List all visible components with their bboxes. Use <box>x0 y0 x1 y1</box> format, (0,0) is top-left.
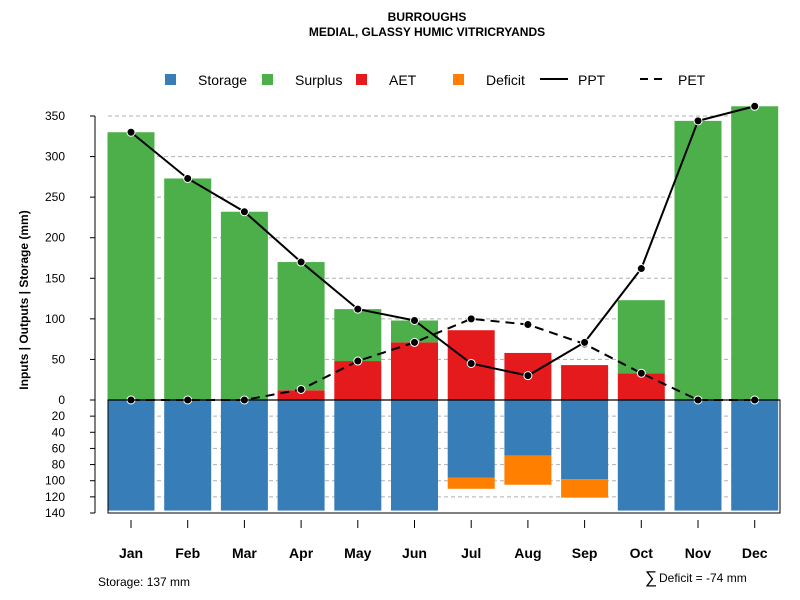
aet-bar <box>391 342 438 400</box>
surplus-bar <box>617 300 665 374</box>
legend-label-aet: AET <box>389 72 417 88</box>
x-tick-label: Mar <box>232 545 257 561</box>
storage-bar <box>107 400 155 511</box>
pet-point <box>466 314 476 324</box>
ppt-line <box>130 105 755 377</box>
surplus-bar <box>277 262 325 391</box>
ppt-point <box>523 371 533 381</box>
ppt-point <box>183 173 193 183</box>
storage-bar <box>164 400 212 511</box>
surplus-bar <box>164 178 212 400</box>
y-tick-label: 350 <box>45 109 65 123</box>
y-tick-label: 40 <box>52 425 66 439</box>
ppt-point <box>750 101 760 111</box>
ppt-point <box>126 127 136 137</box>
pet-point <box>636 368 646 378</box>
ppt-point <box>580 337 590 347</box>
x-tick-label: Apr <box>289 545 314 561</box>
x-tick-label: Sep <box>572 545 598 561</box>
y-tick-label: 150 <box>45 271 65 285</box>
y-tick-label: 300 <box>45 150 65 164</box>
storage-bar <box>391 400 438 511</box>
y-tick-label: 100 <box>45 312 65 326</box>
y-tick-label: 250 <box>45 190 65 204</box>
legend-label-deficit: Deficit <box>486 72 525 88</box>
storage-bar <box>617 400 665 511</box>
x-tick-label: May <box>344 545 371 561</box>
pet-point <box>353 356 363 366</box>
x-tick-label: Jun <box>402 545 427 561</box>
ppt-point <box>636 264 646 274</box>
pet-point <box>410 337 419 347</box>
surplus-bar <box>107 132 155 400</box>
surplus-bar <box>334 309 382 362</box>
storage-bar <box>674 400 722 511</box>
deficit-bar <box>504 455 552 485</box>
x-tick-label: Nov <box>685 545 712 561</box>
legend-swatch-aet <box>356 74 367 85</box>
surplus-bar <box>731 106 779 401</box>
ppt-point <box>353 304 363 314</box>
deficit-bar <box>447 477 495 489</box>
storage-bar <box>561 400 609 480</box>
aet-bar <box>561 365 609 400</box>
chart-subtitle: MEDIAL, GLASSY HUMIC VITRICRYANDS <box>309 25 545 39</box>
storage-frame <box>107 399 781 514</box>
chart-title: BURROUGHS <box>388 10 467 24</box>
x-tick-label: Jul <box>461 545 481 561</box>
legend-swatch-surplus <box>262 74 273 85</box>
y-tick-label: 50 <box>52 352 66 366</box>
aet-bar <box>334 361 382 400</box>
x-tick-label: Feb <box>175 545 200 561</box>
ppt-point <box>466 358 476 368</box>
y-axis-label: Inputs | Outputs | Storage (mm) <box>17 210 31 389</box>
storage-annotation: Storage: 137 mm <box>98 575 190 589</box>
y-tick-label: 20 <box>52 409 66 423</box>
pet-point <box>296 384 306 394</box>
ppt-point <box>410 315 419 325</box>
legend-label-storage: Storage <box>198 72 247 88</box>
x-tick-label: Jan <box>119 545 143 561</box>
pet-line <box>131 317 755 401</box>
deficit-bar <box>561 479 609 498</box>
ppt-point <box>693 116 703 126</box>
x-tick-label: Oct <box>630 545 654 561</box>
storage-bar <box>447 400 495 478</box>
pet-point <box>523 320 533 330</box>
surplus-bar <box>220 211 268 400</box>
ppt-point <box>239 207 249 217</box>
x-tick-label: Dec <box>742 545 768 561</box>
storage-bar <box>277 400 325 511</box>
y-tick-label: 120 <box>45 490 65 504</box>
legend-label-surplus: Surplus <box>295 72 342 88</box>
legend-swatch-deficit <box>453 74 464 85</box>
deficit-annotation: Deficit = -74 mm <box>659 571 747 585</box>
storage-bar <box>504 400 552 456</box>
x-tick-label: Aug <box>514 545 541 561</box>
y-tick-label: 100 <box>45 474 65 488</box>
ppt-point <box>296 257 306 267</box>
y-tick-label: 0 <box>58 393 65 407</box>
storage-bar <box>220 400 268 511</box>
storage-bar <box>731 400 779 511</box>
legend-swatch-storage <box>165 74 176 85</box>
y-tick-label: 60 <box>52 441 66 455</box>
aet-bar <box>277 390 325 400</box>
storage-bar <box>334 400 382 511</box>
legend-label-ppt: PPT <box>578 72 606 88</box>
surplus-bar <box>674 120 722 401</box>
y-tick-label: 140 <box>45 506 65 520</box>
y-tick-label: 80 <box>52 458 66 472</box>
y-tick-label: 200 <box>45 231 65 245</box>
sum-symbol: ∑ <box>645 568 657 587</box>
legend-label-pet: PET <box>678 72 706 88</box>
